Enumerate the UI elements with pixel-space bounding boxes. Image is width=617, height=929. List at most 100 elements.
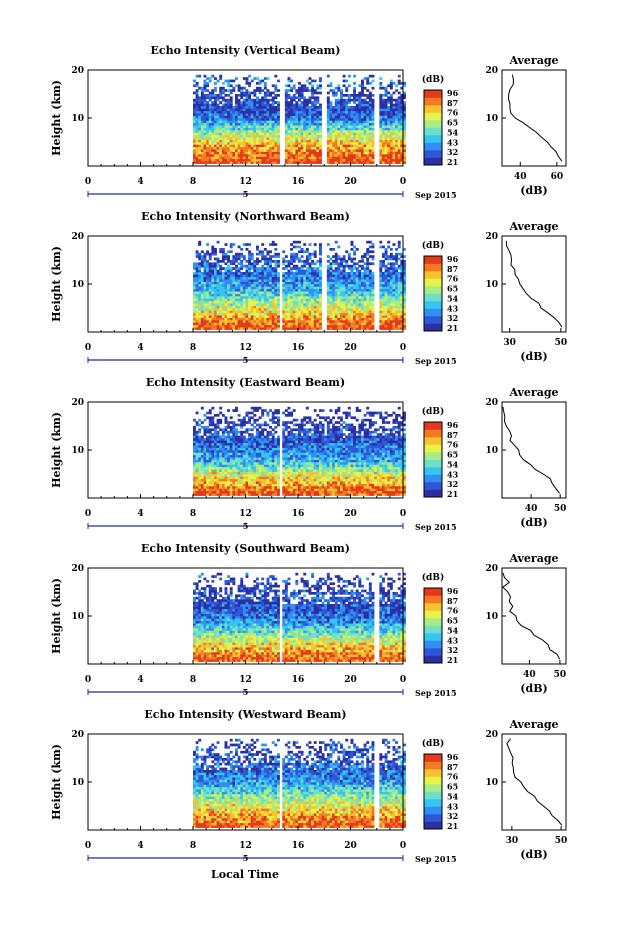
heatmap-cell bbox=[232, 255, 236, 258]
heatmap-cell bbox=[290, 312, 294, 316]
heatmap-cell bbox=[274, 327, 278, 330]
heatmap-cell bbox=[224, 324, 228, 328]
heatmap-cell bbox=[208, 320, 212, 323]
heatmap-cell bbox=[253, 303, 257, 306]
heatmap-cell bbox=[256, 279, 259, 282]
heatmap-cell bbox=[229, 113, 233, 116]
heatmap-cell bbox=[384, 257, 388, 261]
heatmap-cell bbox=[195, 89, 199, 92]
heatmap-cell bbox=[237, 156, 241, 160]
heatmap-cell bbox=[290, 257, 294, 261]
heatmap-cell bbox=[300, 327, 304, 330]
heatmap-cell bbox=[195, 300, 199, 304]
heatmap-cell bbox=[326, 322, 330, 326]
heatmap-cell bbox=[395, 312, 399, 316]
heatmap-cell bbox=[350, 130, 354, 133]
heatmap-cell bbox=[355, 308, 359, 311]
heatmap-cell bbox=[326, 281, 330, 285]
heatmap-cell bbox=[361, 132, 364, 136]
heatmap-cell bbox=[248, 96, 252, 100]
heatmap-cell bbox=[216, 308, 220, 311]
heatmap-cell bbox=[284, 115, 288, 119]
heatmap-cell bbox=[200, 130, 204, 133]
heatmap-cell bbox=[195, 255, 199, 258]
heatmap-cell bbox=[292, 303, 296, 306]
heatmap-cell bbox=[261, 279, 265, 282]
heatmap-cell bbox=[235, 77, 238, 80]
heatmap-cell bbox=[208, 77, 212, 80]
heatmap-cell bbox=[305, 269, 309, 273]
heatmap-cell bbox=[355, 149, 359, 152]
heatmap-cell bbox=[298, 298, 301, 302]
heatmap-cell bbox=[274, 110, 278, 114]
heatmap-cell bbox=[326, 327, 330, 330]
heatmap-cell bbox=[287, 286, 291, 290]
heatmap-cell bbox=[350, 257, 354, 261]
heatmap-cell bbox=[355, 322, 359, 326]
heatmap-cell bbox=[387, 146, 391, 150]
heatmap-cell bbox=[240, 106, 244, 109]
heatmap-cell bbox=[232, 274, 236, 278]
heatmap-cell bbox=[358, 125, 362, 128]
y-tick-label: 10 bbox=[71, 114, 84, 124]
heatmap-cell bbox=[371, 300, 375, 304]
heatmap-cell bbox=[203, 466, 207, 470]
heatmap-cell bbox=[266, 149, 270, 152]
heatmap-cell bbox=[382, 106, 385, 109]
heatmap-cell bbox=[245, 248, 249, 251]
heatmap-cell bbox=[298, 103, 301, 107]
heatmap-cell bbox=[195, 490, 199, 494]
heatmap-cell bbox=[193, 464, 196, 468]
heatmap-cell bbox=[329, 274, 333, 278]
heatmap-cell bbox=[311, 252, 315, 256]
heatmap-cell bbox=[263, 108, 267, 112]
heatmap-cell bbox=[208, 296, 212, 299]
heatmap-cell bbox=[206, 110, 210, 114]
heatmap-cell bbox=[269, 276, 273, 280]
heatmap-cell bbox=[400, 281, 404, 285]
heatmap-cell bbox=[319, 269, 322, 273]
heatmap-cell bbox=[329, 312, 333, 316]
heatmap-cell bbox=[245, 327, 249, 330]
heatmap-cell bbox=[295, 305, 299, 309]
heatmap-cell bbox=[329, 82, 333, 85]
heatmap-cell bbox=[347, 122, 351, 126]
heatmap-cell bbox=[263, 106, 267, 109]
heatmap-cell bbox=[368, 74, 372, 78]
heatmap-cell bbox=[392, 267, 396, 270]
heatmap-cell bbox=[392, 281, 396, 285]
heatmap-cell bbox=[316, 115, 320, 119]
heatmap-cell bbox=[245, 272, 249, 275]
heatmap-cell bbox=[392, 146, 396, 150]
heatmap-cell bbox=[219, 281, 223, 285]
heatmap-cell bbox=[203, 132, 207, 136]
heatmap-cell bbox=[258, 250, 262, 254]
heatmap-cell bbox=[256, 158, 259, 162]
heatmap-cell bbox=[206, 471, 210, 475]
heatmap-cell bbox=[235, 322, 238, 326]
heatmap-cell bbox=[235, 151, 238, 155]
heatmap-cell bbox=[395, 115, 399, 119]
heatmap-cell bbox=[219, 269, 223, 273]
heatmap-cell bbox=[195, 486, 199, 489]
heatmap-cell bbox=[193, 490, 196, 494]
heatmap-cell bbox=[261, 284, 265, 287]
heatmap-cell bbox=[397, 327, 401, 330]
heatmap-cell bbox=[224, 298, 228, 302]
heatmap-cell bbox=[266, 94, 270, 97]
heatmap-cell bbox=[350, 298, 354, 302]
heatmap-cell bbox=[300, 324, 304, 328]
heatmap-cell bbox=[219, 288, 223, 292]
heatmap-cell bbox=[224, 255, 228, 258]
heatmap-cell bbox=[403, 113, 406, 116]
heatmap-cell bbox=[193, 445, 196, 448]
heatmap-cell bbox=[319, 322, 322, 326]
heatmap-cell bbox=[195, 423, 199, 427]
heatmap-cell bbox=[395, 281, 399, 285]
heatmap-cell bbox=[313, 300, 317, 304]
heatmap-cell bbox=[263, 284, 267, 287]
heatmap-cell bbox=[248, 149, 252, 152]
heatmap-cell bbox=[316, 84, 320, 88]
heatmap-cell bbox=[368, 151, 372, 155]
